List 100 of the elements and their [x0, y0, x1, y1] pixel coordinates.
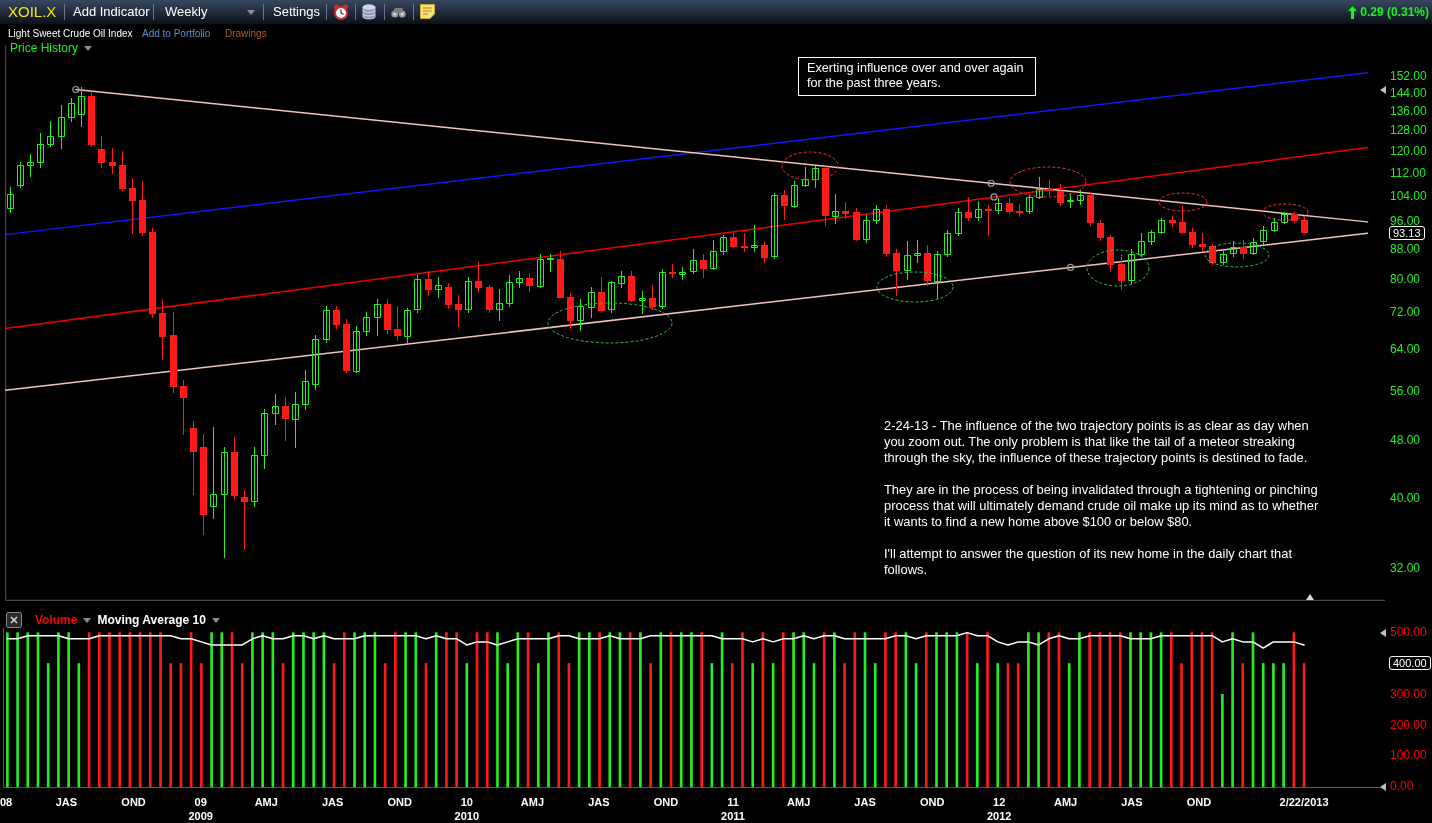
candlestick — [374, 298, 381, 337]
bar — [506, 663, 509, 787]
bar — [302, 632, 305, 787]
candlestick — [526, 272, 533, 293]
chart-title: XOIL.X — [8, 3, 57, 21]
bar — [312, 632, 316, 787]
x-tick-label: 09 2009 — [188, 796, 213, 823]
y-tick-label: 64.00 — [1390, 342, 1421, 357]
bar — [67, 632, 70, 787]
point — [1066, 263, 1075, 272]
y-tick-label: 48.00 — [1390, 433, 1421, 448]
bar — [342, 632, 346, 787]
bar — [57, 632, 60, 787]
bar — [782, 632, 785, 787]
bar — [690, 632, 693, 787]
x-tick-label: JAS — [1121, 796, 1143, 809]
x-tick-label: AMJ — [1053, 796, 1078, 809]
candlestick — [577, 298, 584, 332]
bar — [649, 663, 652, 787]
candlestick — [129, 177, 136, 235]
bar — [1078, 632, 1081, 787]
bar — [598, 632, 601, 787]
bar — [97, 632, 101, 787]
bar — [363, 632, 367, 787]
series-label: Moving Average 10 — [97, 613, 206, 627]
candlestick — [1199, 232, 1206, 253]
candlestick — [17, 161, 24, 189]
bar — [291, 632, 295, 787]
y-tick-label: 96.00 — [1390, 214, 1421, 229]
y-tick-label: 300.00 — [1390, 686, 1428, 701]
bar — [1037, 632, 1040, 787]
candlestick — [47, 120, 54, 148]
bar — [118, 632, 122, 787]
candlestick — [292, 391, 299, 449]
candlestick — [37, 132, 44, 169]
bar — [802, 632, 806, 787]
bar — [1261, 663, 1265, 787]
bar — [465, 663, 469, 787]
candlestick — [710, 239, 717, 271]
candlestick — [1128, 248, 1135, 285]
bar — [822, 632, 826, 787]
candlestick — [78, 86, 85, 128]
bar — [700, 632, 703, 787]
candlestick — [119, 150, 126, 192]
candlestick — [251, 446, 258, 508]
candlestick — [659, 268, 666, 310]
candlestick — [934, 250, 941, 300]
candlestick — [608, 280, 615, 314]
candlestick — [781, 189, 788, 221]
annotation: I'll attempt to answer the question of its new home in the daily chart that follows. — [884, 546, 1294, 578]
bar — [639, 632, 642, 787]
candlestick — [27, 153, 34, 178]
candlestick — [914, 239, 921, 264]
candlestick — [720, 234, 727, 256]
point — [987, 179, 995, 187]
candlestick — [333, 305, 340, 330]
bar — [884, 632, 887, 787]
candlestick — [1260, 225, 1267, 246]
bar — [6, 632, 9, 787]
candlestick — [190, 420, 197, 496]
x-tick-label: OND — [1186, 796, 1212, 809]
bar — [976, 663, 979, 787]
candlestick — [893, 248, 900, 297]
bar — [210, 632, 213, 787]
bar — [547, 632, 550, 787]
y-tick-label: 40.00 — [1390, 490, 1421, 505]
bar — [853, 632, 857, 787]
bar — [26, 632, 30, 787]
bar — [445, 632, 448, 787]
y-tick-label: 120.00 — [1390, 143, 1428, 158]
candlestick — [435, 276, 442, 299]
bar — [159, 632, 162, 787]
candlestick — [1179, 205, 1186, 235]
bar — [996, 663, 1000, 787]
bar — [1067, 663, 1071, 787]
bar — [414, 632, 418, 787]
bar — [1047, 632, 1051, 787]
bar — [1027, 632, 1030, 787]
bar — [496, 632, 499, 787]
bar — [1272, 663, 1275, 787]
candlestick — [944, 229, 951, 258]
candlestick — [965, 196, 972, 222]
x-tick-label: 10 2010 — [454, 796, 480, 823]
candlestick — [282, 396, 289, 442]
y-tick-label: 500.00 — [1390, 624, 1428, 639]
candlestick — [985, 204, 992, 237]
text: Settings — [273, 4, 320, 20]
y-tick-label: 88.00 — [1390, 241, 1421, 256]
candlestick — [425, 270, 432, 297]
annotation: Exerting influence over and over again for the past three years. — [798, 57, 1036, 96]
bar — [148, 632, 152, 787]
bar — [894, 632, 897, 787]
bar — [608, 632, 612, 787]
candlestick — [588, 286, 595, 319]
x-tick-label: JAS — [55, 796, 78, 809]
candlestick — [598, 276, 605, 314]
candlestick — [159, 298, 166, 361]
candlestick — [832, 193, 839, 225]
candlestick — [904, 240, 911, 281]
candlestick — [567, 292, 574, 330]
